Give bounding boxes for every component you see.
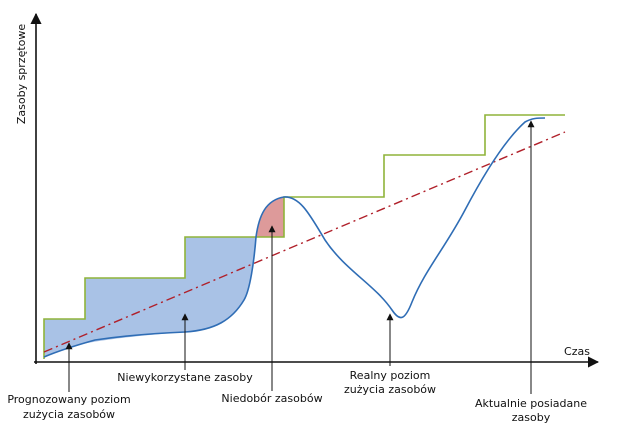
- forecast-line: [43, 131, 566, 353]
- real-usage-curve: [43, 117, 546, 358]
- real-label-line2: zużycia zasobów: [344, 383, 436, 396]
- owned-label-line2: zasoby: [512, 411, 551, 424]
- unused-label: Niewykorzystane zasoby: [117, 371, 253, 384]
- shortage-area: [256, 197, 284, 237]
- x-axis-label: Czas: [564, 345, 590, 358]
- forecast-label-line2: zużycia zasobów: [23, 408, 115, 421]
- forecast-label-line1: Prognozowany poziom: [7, 393, 130, 406]
- real-label-line1: Realny poziom: [350, 369, 431, 382]
- y-axis-label: Zasoby sprzętowe: [15, 24, 28, 125]
- unused-resources-area: [44, 237, 256, 359]
- shortage-label: Niedobór zasobów: [221, 392, 322, 405]
- owned-resources-line: [43, 114, 565, 359]
- owned-label-line1: Aktualnie posiadane: [475, 397, 587, 410]
